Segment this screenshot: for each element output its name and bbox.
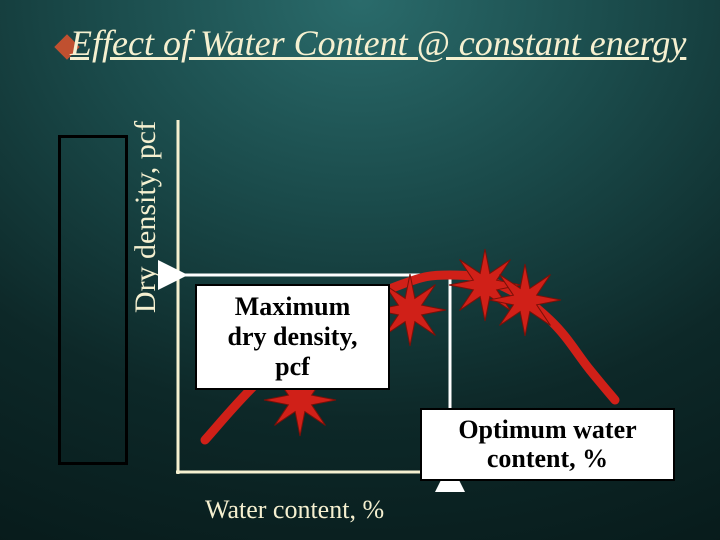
x-axis-label: Water content, % (205, 495, 384, 525)
callout-optimum-water: Optimum water content, % (420, 408, 675, 481)
callout-max-line2: dry density, (207, 322, 378, 352)
ylabel-frame (58, 135, 128, 465)
callout-max-line1: Maximum (207, 292, 378, 322)
callout-max-density: Maximum dry density, pcf (195, 284, 390, 390)
y-axis-label: Dry density, pcf (129, 121, 163, 313)
callout-max-line3: pcf (207, 352, 378, 382)
chart-title: Effect of Water Content @ constant energ… (70, 22, 686, 65)
